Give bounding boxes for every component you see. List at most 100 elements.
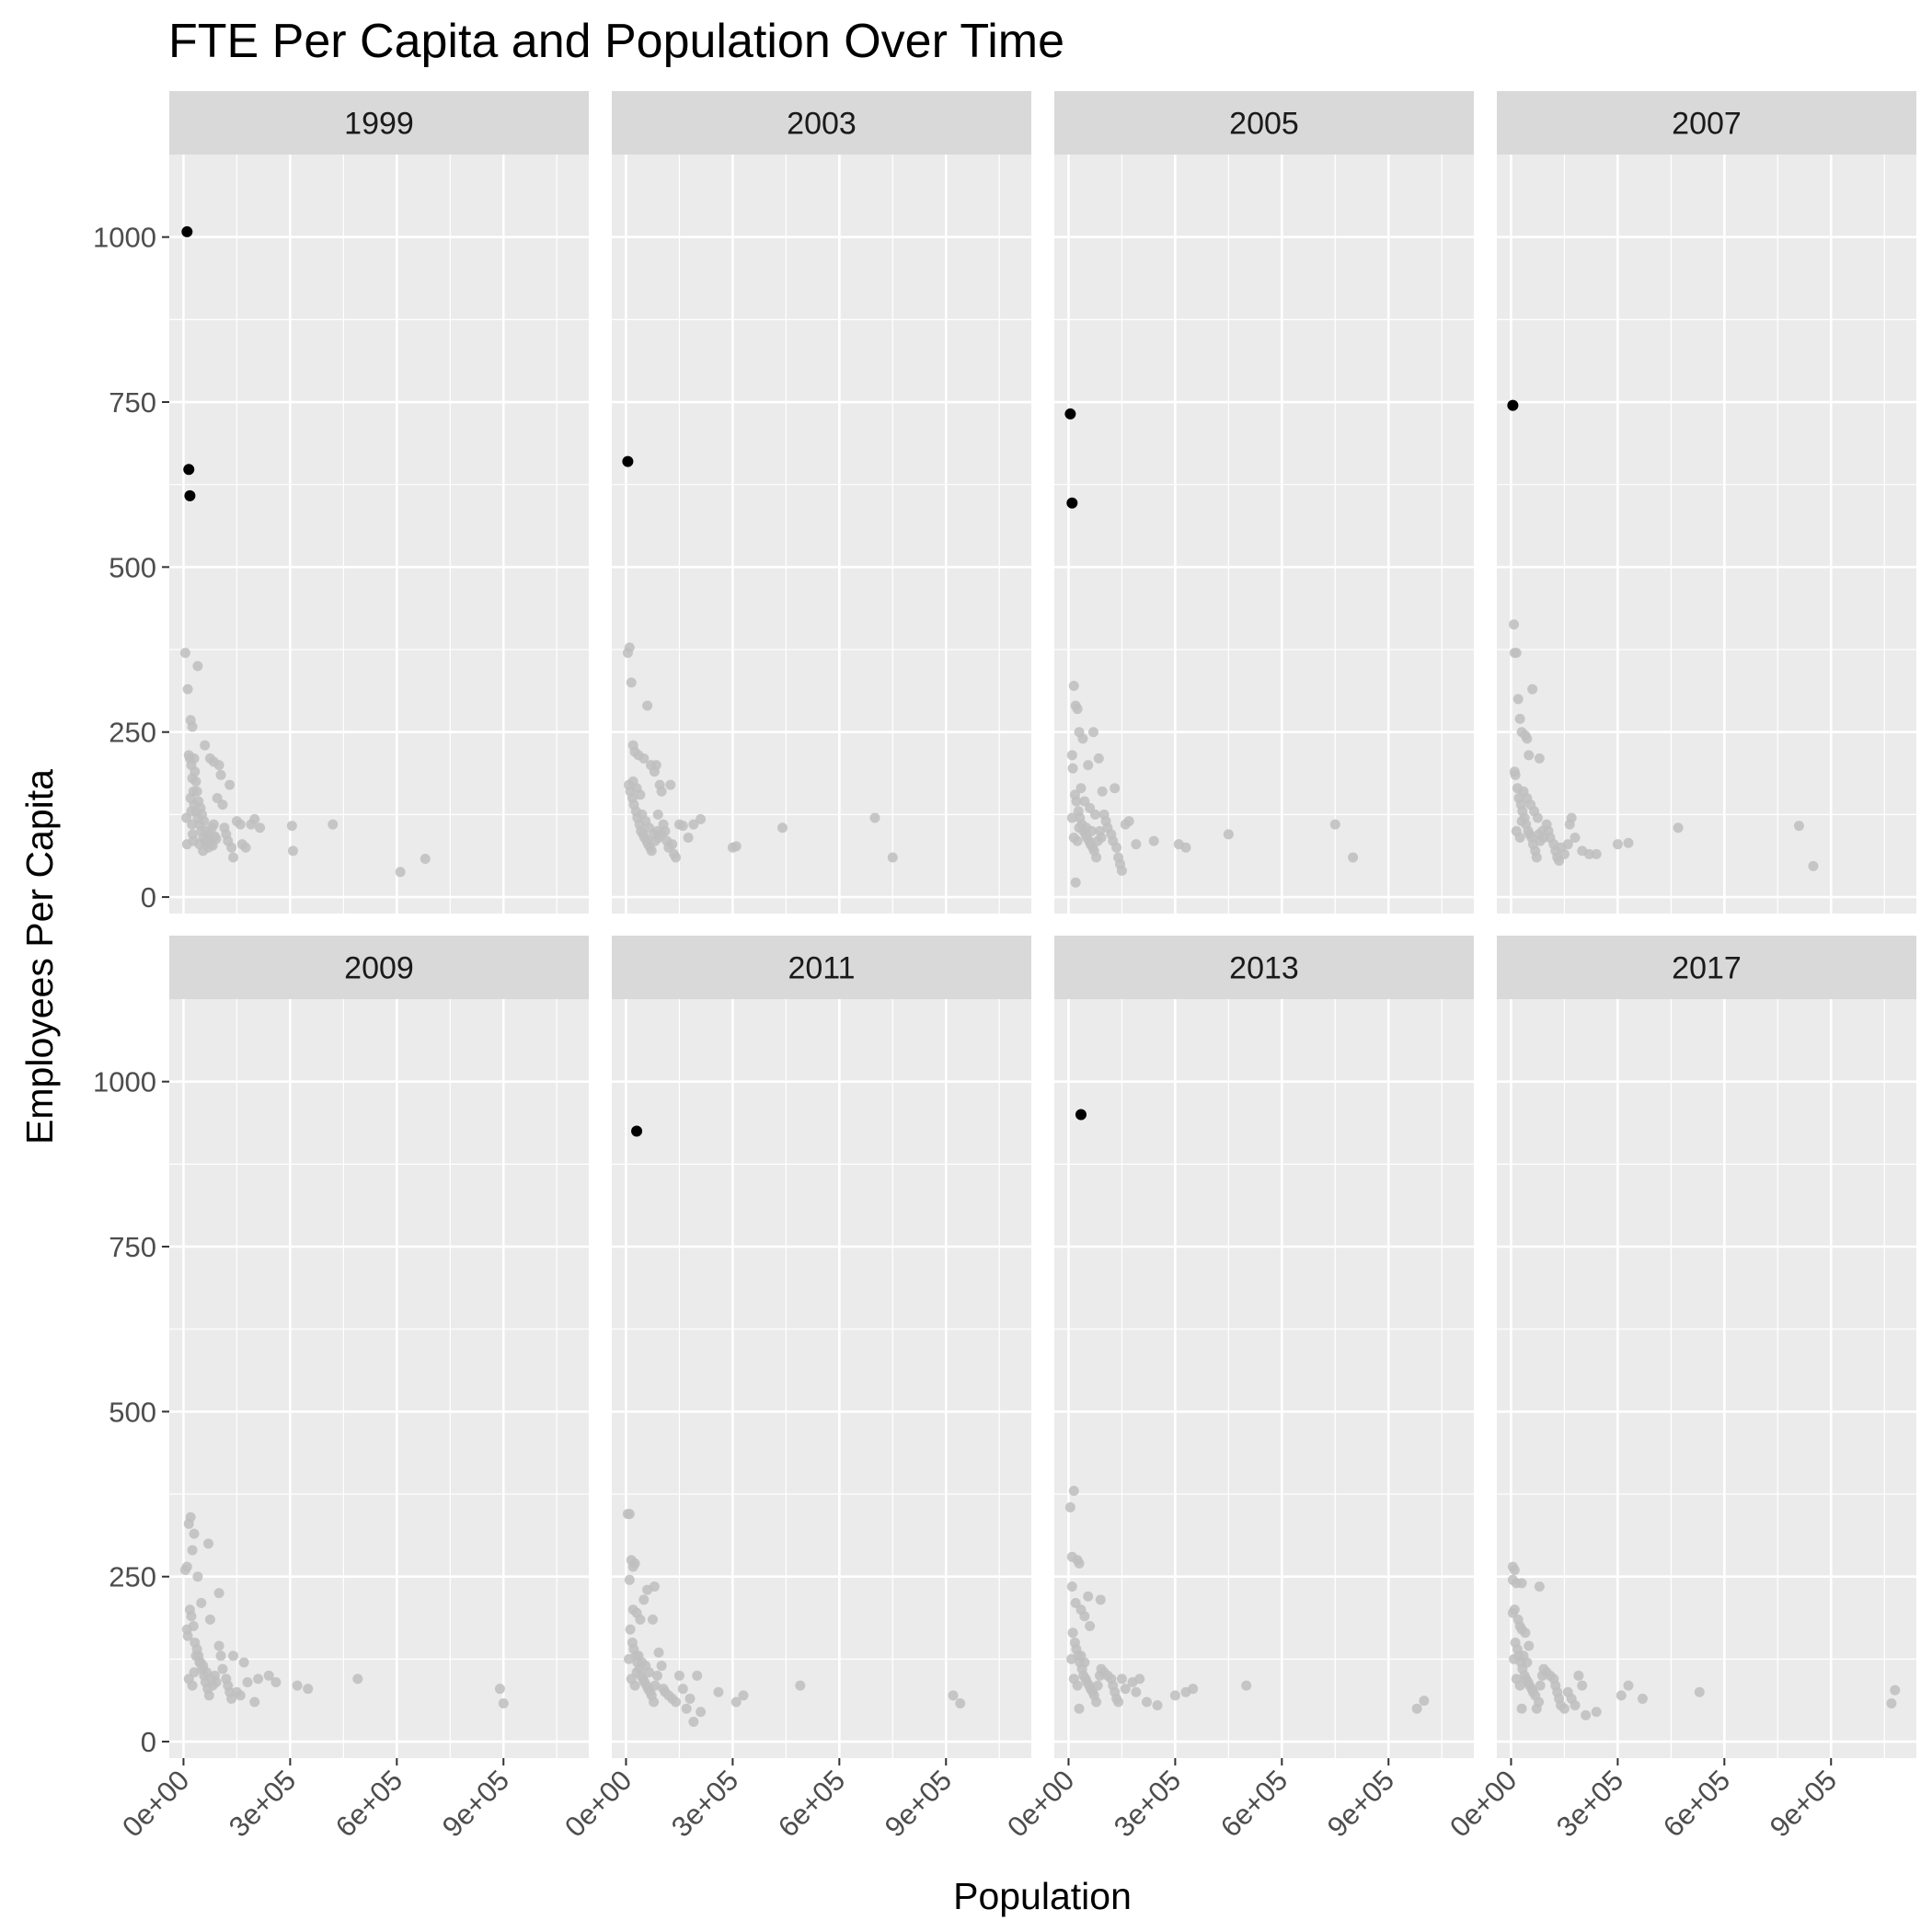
data-point <box>1890 1685 1901 1696</box>
data-point <box>199 816 210 827</box>
data-point <box>1558 848 1570 859</box>
facet-strip-label: 1999 <box>344 107 414 142</box>
facet-panel-2009: 2009 0 250 500 750 1000 0e+00 3e+05 6e+05 9e+05 <box>93 936 589 1844</box>
data-point <box>190 766 201 777</box>
data-point <box>638 753 650 764</box>
data-point <box>1581 1709 1592 1720</box>
data-point <box>1072 835 1083 846</box>
facet-panel-2005: 2005 <box>1054 91 1474 914</box>
data-point <box>677 1684 688 1695</box>
facet-strip <box>612 936 1031 999</box>
facet-strip <box>1054 91 1474 155</box>
data-point <box>213 1640 224 1651</box>
data-point <box>1509 619 1520 630</box>
y-tick-label: 250 <box>109 717 156 749</box>
panel-background <box>1054 155 1474 914</box>
data-point <box>1111 842 1122 853</box>
highlight-point <box>181 225 193 237</box>
data-point <box>869 812 880 823</box>
data-point <box>1534 1581 1545 1592</box>
x-tick-label: 3e+05 <box>223 1764 302 1843</box>
data-point <box>186 806 197 817</box>
y-tick-label: 500 <box>109 551 156 583</box>
data-point <box>649 1581 660 1592</box>
facet-strip-label: 2009 <box>344 951 414 986</box>
data-point <box>263 1670 274 1681</box>
data-point <box>1531 852 1542 863</box>
data-point <box>1096 833 1107 843</box>
data-point <box>187 721 198 732</box>
data-point <box>1527 684 1538 695</box>
data-point <box>494 1684 505 1695</box>
data-point <box>1509 1653 1520 1664</box>
y-axis-label: Employees Per Capita <box>18 769 61 1144</box>
data-point <box>644 822 655 834</box>
data-point <box>185 792 196 803</box>
data-point <box>656 1661 667 1672</box>
data-point <box>1573 1670 1584 1681</box>
facet-panel-2011: 2011 0e+00 3e+05 6e+05 9e+05 <box>558 936 1031 1844</box>
data-point <box>1562 839 1573 850</box>
data-point <box>667 839 678 850</box>
panel-background <box>612 155 1031 914</box>
highlight-point <box>622 455 634 467</box>
facet-strip-label: 2003 <box>787 107 857 142</box>
data-point <box>420 853 431 864</box>
facet-strip-label: 2011 <box>788 951 855 986</box>
data-point <box>328 819 339 830</box>
panels-layer: 1999 0 250 500 750 1000 2003 2005 2007 2009 0 250 50… <box>93 91 1916 1844</box>
data-point <box>203 1690 214 1701</box>
highlight-point <box>183 464 195 476</box>
data-point <box>646 845 657 857</box>
data-point <box>1616 1690 1627 1701</box>
data-point <box>629 1558 640 1569</box>
data-point <box>204 1614 215 1625</box>
data-point <box>253 1673 264 1685</box>
data-point <box>1524 750 1535 761</box>
data-point <box>1123 816 1134 827</box>
data-point <box>696 813 707 824</box>
data-point <box>181 1561 192 1572</box>
data-point <box>688 819 699 830</box>
data-point <box>665 779 676 790</box>
data-point <box>1510 769 1521 780</box>
x-tick-label: 3e+05 <box>665 1764 744 1843</box>
y-tick-label: 1000 <box>93 222 156 254</box>
data-point <box>1116 1673 1127 1685</box>
data-point <box>255 822 266 834</box>
data-point <box>1570 833 1581 843</box>
data-point <box>1570 1700 1581 1711</box>
facet-panel-2003: 2003 <box>612 91 1031 914</box>
data-point <box>1583 848 1594 859</box>
facet-strip <box>1497 936 1916 999</box>
data-point <box>235 819 246 830</box>
data-point <box>629 1680 640 1691</box>
facet-strip-label: 2005 <box>1229 107 1299 142</box>
data-point <box>352 1673 363 1685</box>
highlight-point <box>1064 408 1076 420</box>
data-point <box>1071 796 1082 807</box>
data-point <box>203 1538 214 1549</box>
facet-strip <box>612 91 1031 155</box>
data-point <box>1511 648 1522 659</box>
highlight-point <box>184 489 196 501</box>
data-point <box>187 1545 198 1556</box>
facet-strip <box>1054 936 1474 999</box>
data-point <box>192 661 203 672</box>
data-point <box>1091 1696 1102 1708</box>
data-point <box>1079 1611 1090 1622</box>
data-point <box>624 1574 635 1585</box>
data-point <box>1087 825 1098 836</box>
data-point <box>1074 822 1085 834</box>
data-point <box>1512 694 1524 705</box>
data-point <box>1093 753 1104 764</box>
facet-panel-2017: 2017 0e+00 3e+05 6e+05 9e+05 <box>1443 936 1916 1844</box>
data-point <box>955 1697 966 1708</box>
data-point <box>238 1657 249 1668</box>
data-point <box>1532 812 1543 823</box>
x-tick-label: 6e+05 <box>329 1764 408 1843</box>
data-point <box>1120 1684 1131 1695</box>
data-point <box>1419 1696 1430 1707</box>
data-point <box>1694 1686 1705 1697</box>
data-point <box>179 648 190 659</box>
